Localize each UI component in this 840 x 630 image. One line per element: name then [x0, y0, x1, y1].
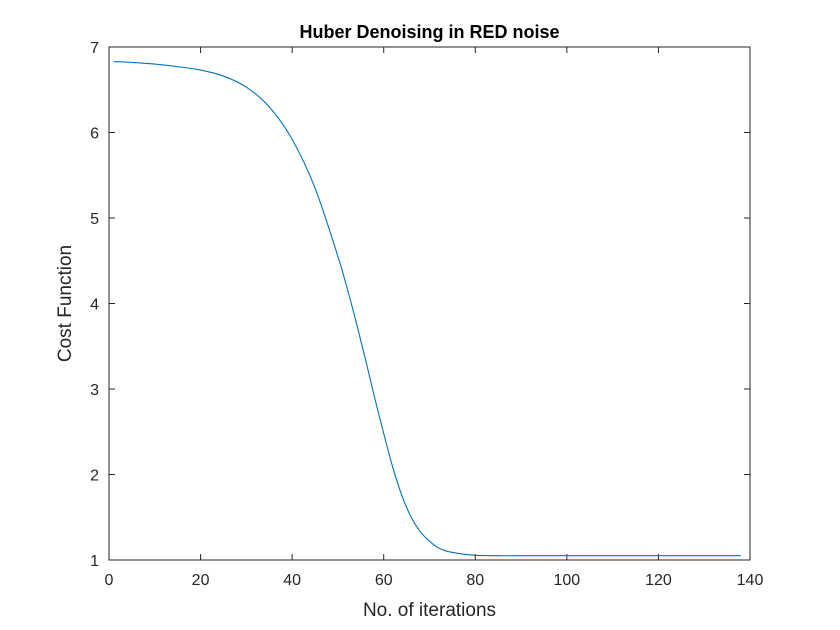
x-tick-label: 80 — [466, 572, 484, 589]
y-tick-label: 5 — [90, 211, 99, 228]
x-axis-label: No. of iterations — [363, 600, 496, 621]
y-tick-label: 2 — [90, 468, 99, 485]
plot-frame — [108, 46, 751, 561]
y-tick-label: 7 — [90, 40, 99, 57]
y-tick-label: 1 — [90, 553, 99, 570]
x-tick-label: 0 — [105, 572, 114, 589]
y-axis-label: Cost Function — [55, 245, 76, 362]
series-line — [113, 60, 741, 557]
axis-tick-labels: 0 20 40 60 80 100 120 140 1 2 3 4 5 6 7 — [90, 40, 763, 589]
plot-area — [109, 47, 750, 560]
x-tick-label: 60 — [375, 572, 393, 589]
y-tick-label: 6 — [90, 126, 99, 143]
x-tick-label: 20 — [192, 572, 210, 589]
x-tick-label: 40 — [283, 572, 301, 589]
chart-title: Huber Denoising in RED noise — [299, 22, 559, 42]
y-tick-label: 4 — [90, 297, 99, 314]
x-tick-label: 100 — [554, 572, 581, 589]
y-tick-label: 3 — [90, 382, 99, 399]
x-tick-label: 140 — [737, 572, 764, 589]
x-tick-label: 120 — [645, 572, 672, 589]
